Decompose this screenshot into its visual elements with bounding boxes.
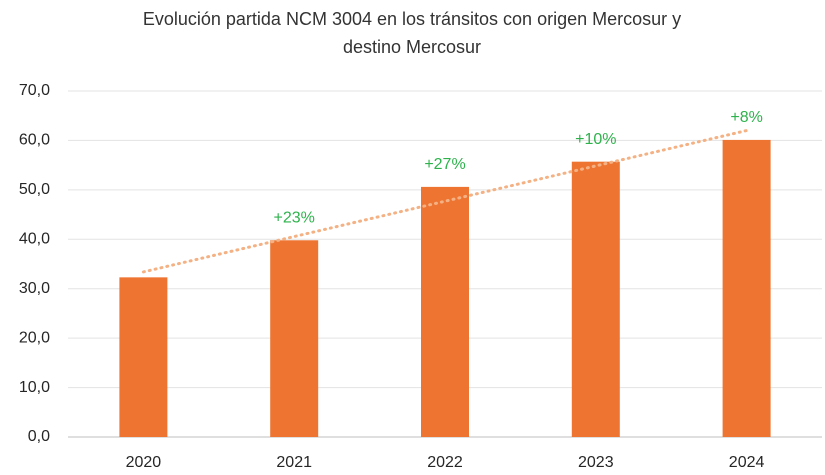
y-tick-label: 50,0 bbox=[19, 181, 50, 198]
bar bbox=[421, 186, 469, 437]
chart-title: Evolución partida NCM 3004 en los tránsi… bbox=[143, 9, 681, 29]
y-tick-label: 20,0 bbox=[19, 329, 50, 346]
trendline bbox=[141, 129, 749, 274]
bar bbox=[270, 240, 319, 437]
y-tick-label: 40,0 bbox=[19, 231, 50, 248]
chart-title: destino Mercosur bbox=[343, 37, 481, 57]
growth-label: +23% bbox=[274, 209, 315, 226]
y-tick-label: 10,0 bbox=[19, 379, 50, 396]
growth-label: +8% bbox=[730, 109, 762, 126]
bar bbox=[571, 161, 620, 437]
growth-label: +27% bbox=[424, 156, 465, 173]
y-tick-label: 70,0 bbox=[19, 82, 50, 99]
x-tick-label: 2024 bbox=[729, 454, 765, 471]
y-tick-label: 30,0 bbox=[19, 280, 50, 297]
growth-label: +10% bbox=[575, 131, 616, 148]
x-tick-label: 2023 bbox=[578, 454, 614, 471]
x-tick-label: 2022 bbox=[427, 454, 463, 471]
bar bbox=[119, 277, 168, 437]
bar bbox=[722, 139, 771, 438]
x-tick-label: 2021 bbox=[276, 454, 312, 471]
y-tick-label: 60,0 bbox=[19, 132, 50, 149]
y-tick-label: 0,0 bbox=[28, 428, 50, 445]
x-tick-label: 2020 bbox=[126, 454, 162, 471]
